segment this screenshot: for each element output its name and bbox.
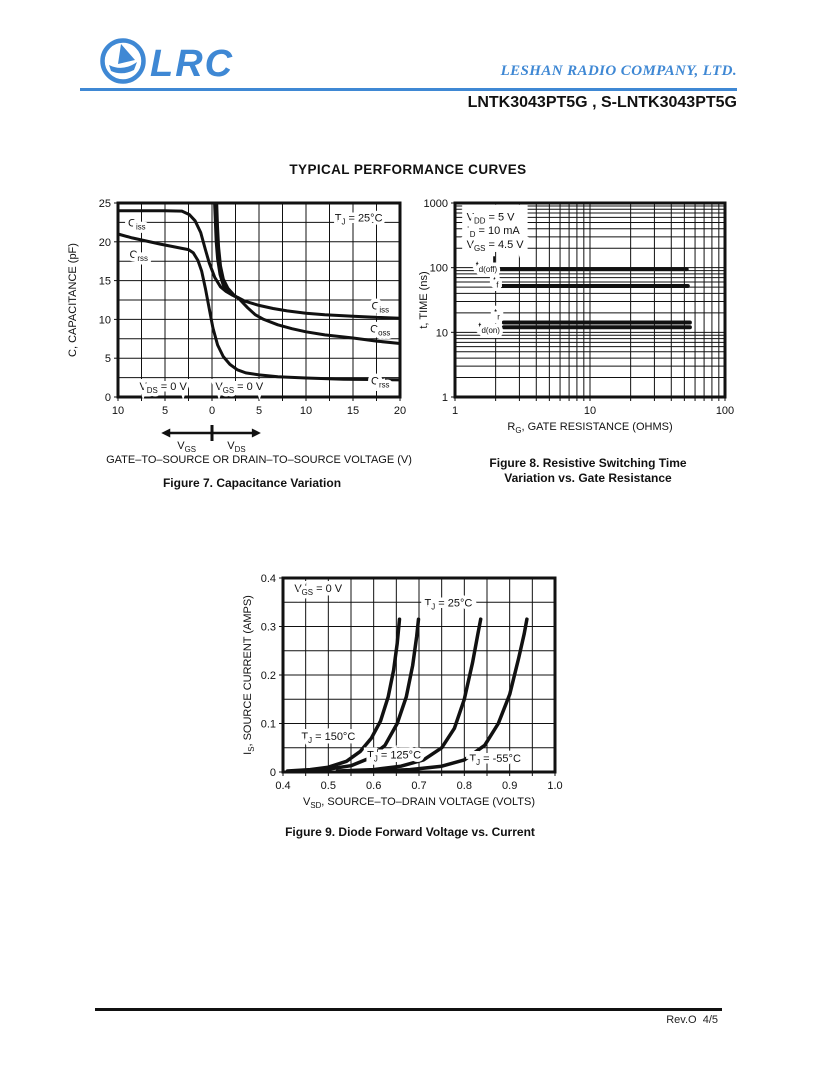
svg-text:10: 10 xyxy=(584,405,596,417)
svg-text:0.1: 0.1 xyxy=(261,719,276,731)
svg-text:IS, SOURCE CURRENT (AMPS): IS, SOURCE CURRENT (AMPS) xyxy=(242,595,256,755)
svg-text:100: 100 xyxy=(716,405,734,417)
svg-text:0.4: 0.4 xyxy=(275,780,290,792)
svg-text:10: 10 xyxy=(99,314,111,326)
svg-text:1000: 1000 xyxy=(424,198,448,210)
svg-text:15: 15 xyxy=(347,405,359,417)
svg-text:10: 10 xyxy=(300,405,312,417)
svg-text:td(on): td(on) xyxy=(478,321,500,335)
svg-text:25: 25 xyxy=(99,198,111,210)
page-title: TYPICAL PERFORMANCE CURVES xyxy=(289,162,527,177)
svg-text:VDS: VDS xyxy=(227,440,245,454)
svg-text:0.9: 0.9 xyxy=(502,780,517,792)
svg-text:0.4: 0.4 xyxy=(261,573,276,585)
revision-page-number: Rev.O 4/5 xyxy=(666,1014,718,1026)
svg-text:GATE–TO–SOURCE OR DRAIN–TO–SOU: GATE–TO–SOURCE OR DRAIN–TO–SOURCE VOLTAG… xyxy=(106,454,412,466)
figure8-switching-time: 1 10 100 1 10 100 1000 RG, GATE RESISTANCE (OHM… xyxy=(413,195,743,486)
svg-text:5: 5 xyxy=(105,353,111,365)
svg-text:tr: tr xyxy=(494,308,500,322)
svg-text:0: 0 xyxy=(105,392,111,404)
svg-text:0: 0 xyxy=(270,767,276,779)
svg-text:1: 1 xyxy=(442,392,448,404)
svg-text:VGS: VGS xyxy=(177,440,196,454)
figure7-capacitance-variation: 10 5 0 5 10 15 20 0 5 10 15 20 25 GATE–TO–SOURCE OR D… xyxy=(62,195,442,491)
svg-text:ID = 10 mA: ID = 10 mA xyxy=(467,225,521,239)
svg-text:Ciss: Ciss xyxy=(371,300,389,314)
figure7-chart: 10 5 0 5 10 15 20 0 5 10 15 20 25 GATE–TO–SOURCE OR D… xyxy=(67,198,412,466)
svg-text:TJ = 25°C: TJ = 25°C xyxy=(425,598,473,612)
svg-text:t, TIME (ns): t, TIME (ns) xyxy=(418,271,430,328)
lrc-logo-icon: LRC xyxy=(100,38,234,85)
svg-text:VGS = 0 V: VGS = 0 V xyxy=(215,381,263,395)
svg-text:15: 15 xyxy=(99,276,111,288)
svg-text:Crss: Crss xyxy=(129,249,148,263)
svg-text:0: 0 xyxy=(209,405,215,417)
svg-text:0.7: 0.7 xyxy=(411,780,426,792)
svg-text:TJ = 125°C: TJ = 125°C xyxy=(367,749,421,763)
svg-text:C, CAPACITANCE (pF): C, CAPACITANCE (pF) xyxy=(67,243,79,357)
svg-text:100: 100 xyxy=(430,263,448,275)
svg-text:RG, GATE RESISTANCE (OHMS): RG, GATE RESISTANCE (OHMS) xyxy=(507,421,672,435)
figure8-chart: 1 10 100 1 10 100 1000 RG, GATE RESISTANCE (OHM… xyxy=(418,198,734,435)
svg-text:5: 5 xyxy=(256,405,262,417)
svg-text:1: 1 xyxy=(452,405,458,417)
header-divider xyxy=(80,88,737,91)
figure9-caption: Figure 9. Diode Forward Voltage vs. Curr… xyxy=(285,825,535,839)
svg-text:VGS = 0 V: VGS = 0 V xyxy=(294,583,342,597)
svg-text:1.0: 1.0 xyxy=(547,780,562,792)
svg-text:TJ = 25°C: TJ = 25°C xyxy=(335,213,383,227)
svg-text:0.5: 0.5 xyxy=(321,780,336,792)
svg-text:0.8: 0.8 xyxy=(457,780,472,792)
svg-text:TJ = -55°C: TJ = -55°C xyxy=(469,753,521,767)
svg-text:10: 10 xyxy=(112,405,124,417)
svg-text:0.3: 0.3 xyxy=(261,622,276,634)
logo: LRC xyxy=(97,34,257,93)
figure9-chart: 0.4 0.5 0.6 0.7 0.8 0.9 1.0 0 0.1 0.2 0.3 0.4 VSD, S… xyxy=(242,573,563,810)
svg-text:tf: tf xyxy=(493,275,499,289)
svg-text:20: 20 xyxy=(394,405,406,417)
svg-text:VGS = 4.5 V: VGS = 4.5 V xyxy=(467,239,525,253)
svg-text:VDD = 5 V: VDD = 5 V xyxy=(467,211,515,225)
svg-text:TJ = 150°C: TJ = 150°C xyxy=(301,731,355,745)
svg-text:0.2: 0.2 xyxy=(261,670,276,682)
svg-text:0.6: 0.6 xyxy=(366,780,381,792)
svg-text:td(off): td(off) xyxy=(476,260,498,274)
part-numbers: LNTK3043PT5G , S-LNTK3043PT5G xyxy=(467,94,737,111)
svg-text:Crss: Crss xyxy=(371,376,390,390)
svg-text:VDS = 0 V: VDS = 0 V xyxy=(139,381,187,395)
logo-text: LRC xyxy=(150,43,234,85)
footer-divider xyxy=(95,1008,722,1011)
svg-text:VSD, SOURCE–TO–DRAIN VOLTAGE (: VSD, SOURCE–TO–DRAIN VOLTAGE (VOLTS) xyxy=(303,796,535,810)
figure8-caption: Figure 8. Resistive Switching Time Varia… xyxy=(489,456,687,485)
company-name: LESHAN RADIO COMPANY, LTD. xyxy=(500,63,737,79)
figure9-diode-forward-voltage: 0.4 0.5 0.6 0.7 0.8 0.9 1.0 0 0.1 0.2 0.3 0.4 VSD, S… xyxy=(237,570,567,840)
svg-text:Ciss: Ciss xyxy=(128,217,146,231)
svg-text:5: 5 xyxy=(162,405,168,417)
svg-text:10: 10 xyxy=(436,327,448,339)
figure7-caption: Figure 7. Capacitance Variation xyxy=(162,476,342,490)
svg-text:20: 20 xyxy=(99,237,111,249)
svg-text:Coss: Coss xyxy=(370,324,390,338)
